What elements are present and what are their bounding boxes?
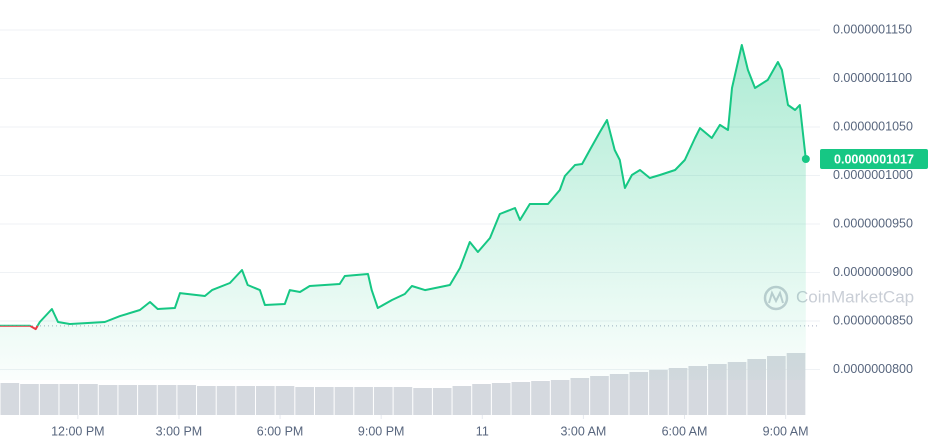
volume-bar <box>295 387 314 415</box>
y-tick-label: 0.0000001100 <box>833 71 912 85</box>
y-tick-label: 0.0000000850 <box>833 313 913 327</box>
x-tick-label: 6:00 PM <box>257 424 304 438</box>
y-tick-label: 0.0000001150 <box>833 22 912 36</box>
volume-bar <box>314 387 334 415</box>
x-tick-label: 11 <box>476 424 489 438</box>
volume-bar <box>177 385 197 415</box>
volume-bar <box>393 387 413 415</box>
volume-bar <box>432 388 452 415</box>
volume-bar <box>609 374 629 415</box>
volume-bar <box>118 385 138 415</box>
y-tick-label: 0.0000000900 <box>833 265 913 279</box>
price-badge-label: 0.0000001017 <box>834 152 914 166</box>
volume-bar <box>236 386 256 415</box>
volume-bar <box>511 382 531 415</box>
volume-bar <box>373 387 393 415</box>
price-badge <box>820 148 928 169</box>
volume-bar <box>570 378 590 415</box>
volume-bar <box>197 386 216 415</box>
volume-bar <box>256 386 275 415</box>
volume-bar <box>413 388 432 415</box>
volume-bar <box>491 383 511 415</box>
volume-bar <box>354 387 373 415</box>
volume-bar <box>550 380 570 415</box>
volume-bar <box>216 386 236 415</box>
x-tick-label: 9:00 AM <box>763 424 809 438</box>
volume-bar <box>275 386 295 415</box>
watermark-text: CoinMarketCap <box>796 287 914 306</box>
area-fill <box>0 45 806 380</box>
volume-bar <box>39 384 59 415</box>
x-tick-label: 9:00 PM <box>358 424 405 438</box>
volume-bar <box>629 372 649 415</box>
volume-bar <box>0 383 20 415</box>
volume-bar <box>452 386 472 415</box>
x-tick-label: 3:00 PM <box>156 424 203 438</box>
volume-bar <box>531 381 550 415</box>
volume-bar <box>157 385 177 415</box>
volume-bar <box>590 376 609 415</box>
price-line <box>0 44 807 326</box>
volume-bar <box>472 384 491 415</box>
last-point <box>801 154 810 163</box>
volume-bar <box>334 387 354 415</box>
volume-bar <box>649 370 668 415</box>
y-tick-label: 0.0000000800 <box>833 362 913 376</box>
volume-bar <box>98 385 118 415</box>
volume-bar <box>59 384 79 415</box>
volume-bar <box>79 384 98 415</box>
y-tick-label: 0.0000000950 <box>833 216 913 230</box>
x-tick-label: 6:00 AM <box>662 424 708 438</box>
volume-bar <box>20 384 39 415</box>
x-tick-label: 3:00 AM <box>560 424 606 438</box>
volume-bar <box>138 385 157 415</box>
x-tick-label: 12:00 PM <box>51 424 105 438</box>
y-tick-label: 0.0000001000 <box>833 168 913 182</box>
y-tick-label: 0.0000001050 <box>833 119 913 133</box>
